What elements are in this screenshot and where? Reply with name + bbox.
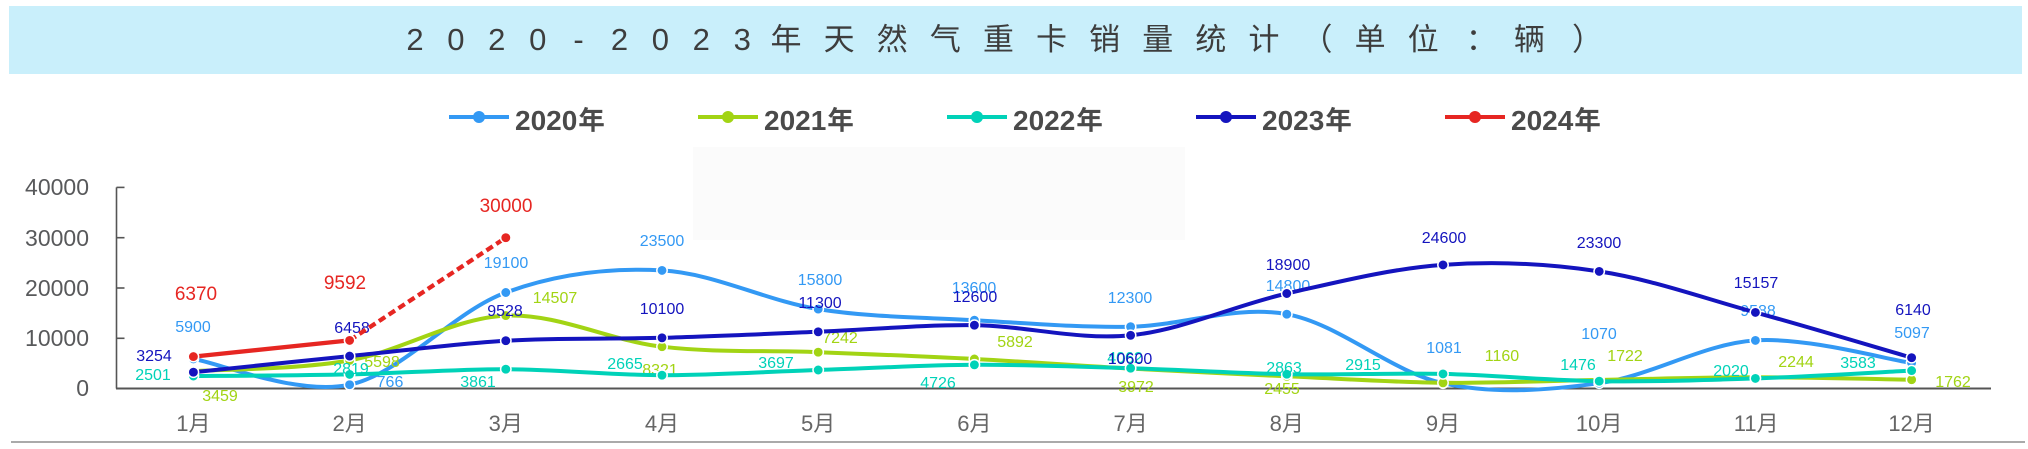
svg-text:11: 11	[1734, 411, 1757, 436]
svg-text:2: 2	[611, 22, 628, 57]
svg-text:8: 8	[1270, 411, 1282, 436]
svg-text:23500: 23500	[640, 233, 685, 250]
svg-text:3697: 3697	[758, 355, 794, 372]
svg-text:9592: 9592	[324, 273, 366, 294]
svg-text:5598: 5598	[364, 354, 400, 371]
svg-text:6140: 6140	[1895, 302, 1931, 319]
svg-text:30000: 30000	[480, 196, 533, 217]
svg-text:3459: 3459	[202, 388, 238, 405]
svg-text:10000: 10000	[25, 325, 89, 351]
svg-text:-: -	[573, 22, 583, 57]
svg-text:0: 0	[652, 22, 669, 57]
svg-text:3583: 3583	[1840, 355, 1876, 372]
svg-text:18900: 18900	[1266, 257, 1311, 274]
svg-text:4: 4	[645, 411, 657, 436]
svg-text:5900: 5900	[175, 319, 211, 336]
svg-text:11300: 11300	[798, 295, 841, 312]
svg-text:12600: 12600	[953, 289, 998, 306]
svg-text:10600: 10600	[1108, 351, 1153, 368]
svg-text:2: 2	[693, 22, 710, 57]
svg-text:30000: 30000	[25, 225, 89, 251]
svg-text:2915: 2915	[1345, 357, 1381, 374]
svg-text:5892: 5892	[997, 334, 1033, 351]
svg-text:4726: 4726	[920, 375, 956, 392]
svg-text:4062: 4062	[1107, 350, 1143, 367]
svg-text:2: 2	[406, 22, 423, 57]
svg-text:5097: 5097	[1894, 325, 1930, 342]
svg-text:2: 2	[332, 411, 344, 436]
svg-text:9: 9	[1426, 411, 1438, 436]
svg-text:1722: 1722	[1607, 348, 1643, 365]
svg-text:2024: 2024	[1511, 105, 1574, 136]
svg-text:14507: 14507	[533, 290, 578, 307]
svg-text:1160: 1160	[1485, 348, 1520, 365]
svg-text:2: 2	[488, 22, 505, 57]
svg-text:7242: 7242	[822, 330, 858, 347]
svg-text:24600: 24600	[1422, 230, 1467, 247]
svg-text:13600: 13600	[952, 280, 997, 297]
svg-text:0: 0	[529, 22, 546, 57]
svg-text:19100: 19100	[484, 255, 529, 272]
svg-text:2244: 2244	[1778, 354, 1814, 371]
svg-text:1: 1	[176, 411, 188, 436]
svg-text:3972: 3972	[1118, 379, 1154, 396]
svg-text:766: 766	[377, 374, 404, 391]
svg-text:2819: 2819	[333, 361, 369, 378]
svg-text:2022: 2022	[1013, 105, 1075, 136]
svg-text:5: 5	[801, 411, 813, 436]
svg-text:6370: 6370	[175, 284, 217, 305]
svg-text:9528: 9528	[487, 303, 523, 320]
svg-text:10100: 10100	[640, 301, 685, 318]
svg-text:0: 0	[447, 22, 464, 57]
svg-text:6: 6	[957, 411, 969, 436]
svg-text:23300: 23300	[1577, 235, 1622, 252]
svg-text:1476: 1476	[1560, 357, 1596, 374]
svg-text:2020: 2020	[1713, 363, 1749, 380]
svg-text:0: 0	[76, 375, 89, 401]
svg-text:15800: 15800	[798, 272, 843, 289]
svg-text:2665: 2665	[607, 356, 643, 373]
svg-text:2021: 2021	[764, 105, 826, 136]
svg-text:10: 10	[1576, 411, 1600, 436]
svg-text:40000: 40000	[25, 174, 89, 200]
svg-text:2863: 2863	[1266, 360, 1302, 377]
svg-text:1081: 1081	[1426, 340, 1462, 357]
svg-text:3254: 3254	[136, 348, 172, 365]
svg-text:2455: 2455	[1264, 381, 1300, 398]
svg-text:12300: 12300	[1108, 290, 1153, 307]
svg-text:7: 7	[1113, 411, 1125, 436]
svg-text:1762: 1762	[1935, 374, 1971, 391]
svg-text:2020: 2020	[515, 105, 577, 136]
svg-text:3: 3	[489, 411, 501, 436]
svg-text:20000: 20000	[25, 275, 89, 301]
svg-text:1070: 1070	[1581, 326, 1617, 343]
svg-text:15157: 15157	[1734, 275, 1779, 292]
svg-text:12: 12	[1888, 411, 1912, 436]
svg-text:3: 3	[734, 22, 751, 57]
svg-text:2501: 2501	[135, 367, 171, 384]
svg-text:3861: 3861	[460, 374, 496, 391]
svg-text:2023: 2023	[1262, 105, 1324, 136]
